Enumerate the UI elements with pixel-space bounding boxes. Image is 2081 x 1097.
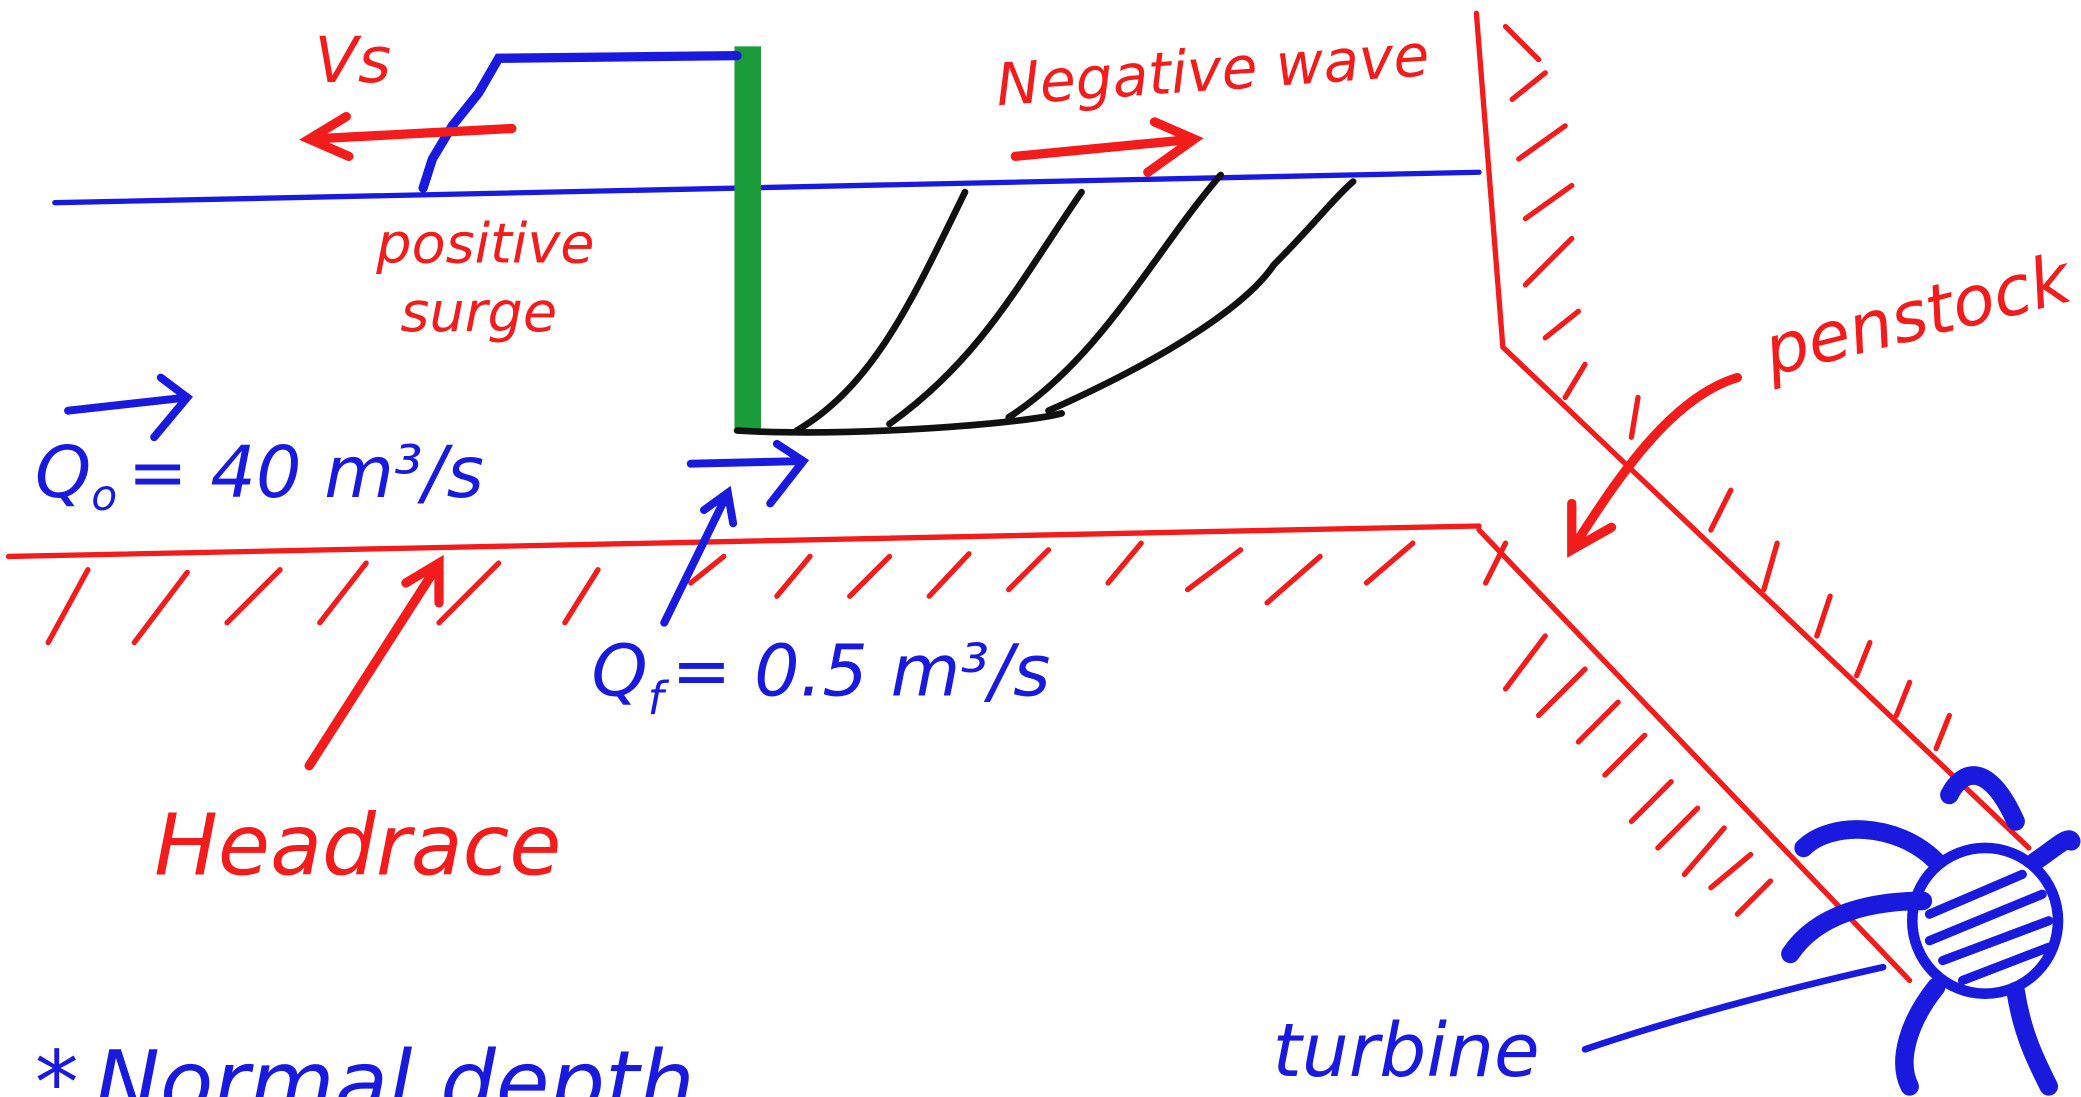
q0-subscript: o (91, 471, 117, 520)
label-positive: positive (375, 211, 594, 276)
label-q0: Qo= 40 m³/s (35, 431, 484, 520)
note-marker: * (35, 1032, 79, 1097)
channel-bed (8, 526, 1479, 556)
label-turbine: turbine (1273, 1008, 1540, 1094)
diagram: Vs Negative wave positive surge penstock… (0, 0, 2081, 1097)
surge-profile (423, 56, 737, 188)
label-surge: surge (400, 280, 557, 345)
qf-symbol: Q (591, 630, 647, 713)
label-note: *Normal depth (35, 1032, 695, 1097)
note-text: Normal depth (95, 1032, 695, 1097)
bed-hatching (48, 543, 1413, 642)
q0-symbol: Q (35, 431, 91, 514)
qf-subscript: f (648, 672, 670, 725)
label-vs: Vs (315, 23, 392, 97)
q0-value: = 40 m³/s (128, 431, 484, 514)
page: Vs Negative wave positive surge penstock… (0, 0, 2081, 1097)
label-qf: Qf= 0.5 m³/s (591, 630, 1050, 726)
gate (734, 46, 760, 430)
label-headrace: Headrace (154, 795, 561, 894)
label-negative-wave: Negative wave (994, 21, 1431, 119)
turbine-symbol (1790, 775, 2071, 1086)
negative-wave-profiles (737, 175, 1353, 432)
label-penstock: penstock (1755, 238, 2081, 392)
qf-value: = 0.5 m³/s (671, 630, 1050, 713)
water-surface (55, 172, 1479, 202)
